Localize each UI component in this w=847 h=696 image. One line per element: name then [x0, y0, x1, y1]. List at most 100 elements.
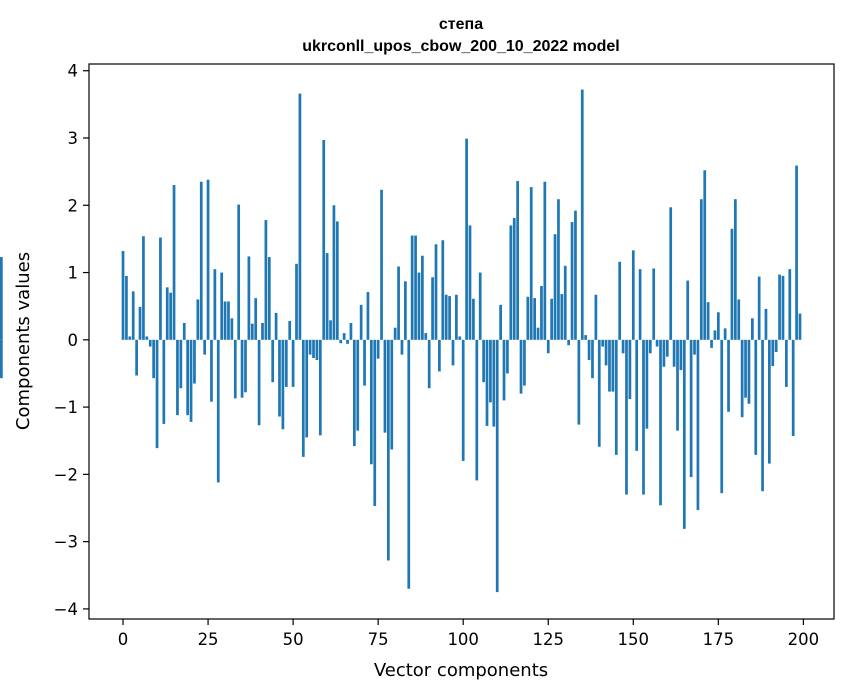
bar-143: [608, 339, 611, 392]
bar-181: [737, 299, 741, 340]
bar-51: [295, 263, 298, 340]
bar-160: [665, 339, 669, 357]
bar-127: [553, 234, 557, 340]
bar-8: [148, 339, 152, 347]
x-tick-label: 125: [532, 630, 564, 649]
bar-21: [193, 339, 196, 384]
bar-43: [267, 257, 271, 340]
bar-184: [747, 339, 751, 404]
bar-48: [284, 339, 288, 387]
bar-50: [291, 339, 295, 387]
bar-190: [768, 339, 771, 464]
bar-171: [703, 170, 707, 340]
bar-41: [261, 323, 264, 340]
y-tick-label: 2: [68, 196, 79, 215]
bar-115: [512, 218, 516, 340]
bar-undefined: [0, 339, 3, 379]
bar-119: [526, 296, 530, 340]
bar-81: [397, 266, 400, 340]
bar-162: [672, 339, 676, 367]
bar-33: [233, 339, 237, 399]
bar-40: [257, 339, 261, 426]
bar-126: [550, 298, 554, 340]
bar-167: [689, 339, 693, 478]
bar-32: [230, 318, 234, 340]
bar-153: [642, 339, 645, 495]
bar-159: [662, 339, 666, 367]
chart-subtitle: ukrconll_upos_cbow_200_10_2022 model: [302, 38, 619, 55]
bar-156: [652, 268, 656, 340]
bar-117: [519, 339, 523, 394]
y-tick-label: 0: [68, 331, 79, 350]
x-tick-label: 175: [703, 630, 735, 649]
x-tick-label: 75: [368, 630, 389, 649]
bar-185: [751, 318, 754, 340]
bar-152: [638, 269, 642, 340]
bar-129: [560, 294, 564, 340]
bar-98: [455, 294, 458, 340]
bar-26: [210, 339, 213, 402]
bar-137: [587, 339, 591, 360]
bar-34: [237, 204, 241, 340]
x-tick-label: 25: [198, 630, 219, 649]
bar-82: [400, 339, 404, 355]
bar-147: [621, 339, 625, 354]
bar-101: [465, 138, 468, 340]
bar-140: [597, 339, 601, 447]
bar-112: [502, 339, 506, 401]
bar-19: [186, 339, 190, 416]
bar-151: [635, 339, 639, 451]
bar-96: [448, 296, 451, 340]
bar-65: [342, 333, 346, 340]
y-axis-ticks: −4 −3 −2 −1 0 1 2 3 4: [54, 62, 89, 619]
bar-85: [410, 235, 414, 340]
bar-197: [791, 339, 795, 437]
bar-148: [625, 339, 628, 495]
bar-76: [380, 189, 383, 340]
bar-83: [404, 281, 407, 340]
bar-125: [546, 339, 550, 354]
bar-57: [315, 339, 319, 360]
bar-1: [125, 275, 128, 340]
x-tick-label: 100: [447, 630, 479, 649]
bar-163: [676, 339, 679, 431]
bar-16: [176, 339, 179, 416]
bar-90: [427, 339, 431, 389]
bar-88: [421, 255, 424, 340]
bar-100: [461, 339, 465, 461]
bar-118: [523, 339, 526, 386]
bars-group: [0, 89, 802, 593]
bar-12: [162, 339, 166, 424]
bar-37: [247, 256, 251, 340]
bar-72: [366, 292, 370, 340]
bar-146: [618, 261, 622, 340]
bar-30: [223, 301, 227, 340]
bar-69: [356, 339, 360, 431]
bar-195: [785, 339, 788, 387]
bar-10: [155, 339, 159, 449]
x-tick-label: 0: [118, 630, 129, 649]
bar-193: [778, 274, 781, 340]
bar-94: [441, 240, 445, 340]
bar-189: [764, 308, 768, 340]
bar-38: [250, 323, 254, 340]
bar-199: [798, 313, 802, 340]
bar-undefined: [0, 257, 3, 340]
bar-192: [774, 339, 778, 352]
bar-188: [761, 339, 764, 492]
bar-54: [305, 339, 309, 438]
bar-35: [240, 339, 244, 398]
bar-132: [570, 222, 574, 340]
x-tick-label: 50: [283, 630, 304, 649]
bar-139: [594, 294, 598, 340]
y-tick-label: −1: [54, 398, 78, 417]
bar-7: [145, 336, 149, 340]
bar-172: [706, 302, 710, 340]
bar-71: [363, 339, 366, 386]
bar-31: [227, 301, 230, 340]
bar-133: [574, 210, 577, 340]
bar-176: [720, 339, 724, 494]
y-tick-label: −2: [54, 465, 78, 484]
y-tick-label: −4: [54, 600, 78, 619]
